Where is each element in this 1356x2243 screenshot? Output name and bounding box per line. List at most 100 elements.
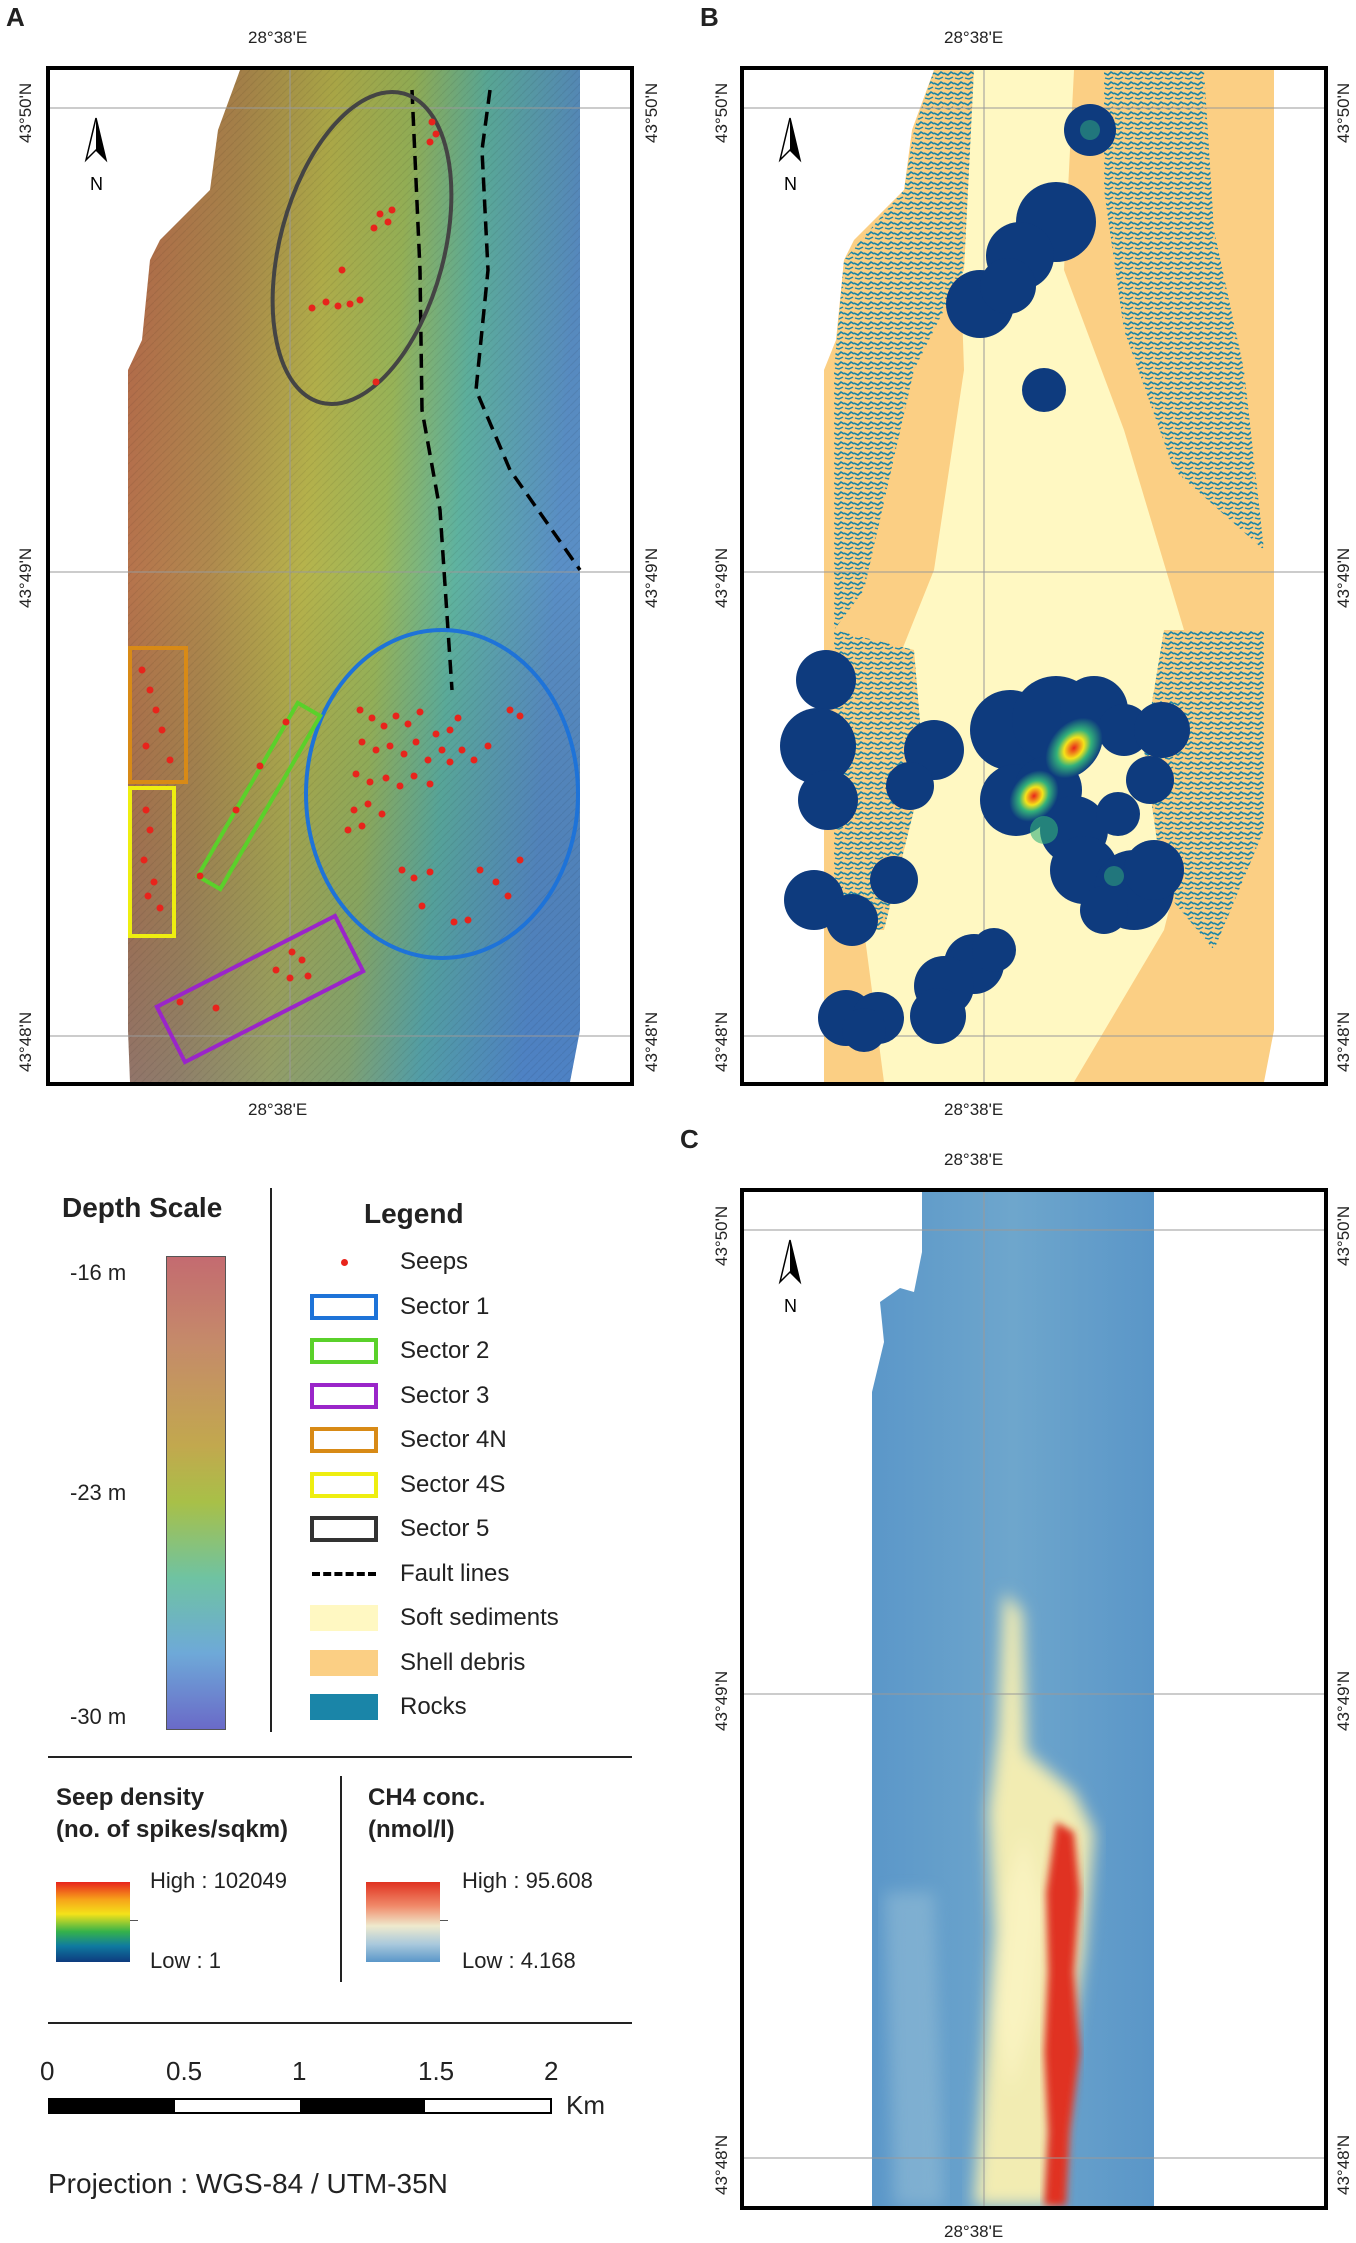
legend-item-seeps: Seeps [310,1244,468,1280]
legend-item-sector-1: Sector 1 [310,1289,489,1325]
legend-swatch [310,1561,378,1587]
seep-density-tick [130,1920,138,1921]
depth-scale-title: Depth Scale [62,1192,223,1223]
panel-a-lat-right-50: 43°50'N [642,82,661,143]
panel-b-lat-left-50: 43°50'N [712,82,731,143]
panel-b-letter: B [700,2,719,32]
legend-swatch [310,1338,378,1364]
legend-item-label: Sector 4S [400,1470,506,1498]
panel-c-map: N [740,1188,1328,2210]
north-arrow-icon [778,117,802,163]
ch4-ramp [366,1882,440,1962]
ch4-title-line2: (nmol/l) [368,1816,455,1843]
north-arrow-icon [778,1239,802,1285]
legend-item-sector-3: Sector 3 [310,1378,489,1414]
legend-divider-horizontal-1 [48,1756,632,1758]
legend-item-sector-5: Sector 5 [310,1511,489,1547]
seep-density-title: Seep density (no. of spikes/sqkm) [56,1782,288,1846]
panel-a-map: N [46,66,634,1086]
legend-item-label: Fault lines [400,1559,510,1587]
legend-item-soft-sediments: Soft sediments [310,1600,559,1636]
legend-swatch [310,1249,378,1275]
ch4-low: Low : 4.168 [462,1948,576,1973]
legend-item-shell-debris: Shell debris [310,1645,525,1681]
projection-label: Projection : WGS-84 / UTM-35N [48,2168,448,2199]
legend-item-label: Sector 3 [400,1381,490,1409]
ch4-title-line1: CH4 conc. [368,1784,486,1811]
panel-b-lat-right-50: 43°50'N [1334,82,1353,143]
panel-b-lat-right-48: 43°48'N [1334,1011,1353,1072]
ch4-tick [440,1920,448,1921]
scale-tick-label: 2 [544,2056,559,2086]
legend-item-label: Sector 4N [400,1426,507,1453]
scale-unit: Km [566,2090,605,2120]
panel-c-lat-left-49: 43°49'N [712,1670,731,1731]
legend-item-sector-4s: Sector 4S [310,1467,505,1503]
north-label: N [90,174,103,194]
legend-divider-vertical [270,1188,272,1732]
legend-item-label: Sector 1 [400,1292,490,1320]
panel-c-lat-left-50: 43°50'N [712,1205,731,1266]
legend-item-label: Soft sediments [400,1604,559,1631]
legend-swatch [310,1605,378,1631]
panel-c-lon-top: 28°38'E [944,1150,1004,1169]
legend-item-label: Rocks [400,1693,467,1720]
scale-tick-label: 1.5 [418,2056,455,2086]
legend-item-label: Sector 5 [400,1515,490,1542]
scale-tick-label: 1 [292,2056,307,2086]
panel-a-letter: A [6,2,25,32]
ch4-high: High : 95.608 [462,1868,593,1893]
panel-a-lat-left-50: 43°50'N [16,82,35,143]
legend-swatch [310,1516,378,1542]
depth-label-bottom: -30 m [70,1704,127,1729]
north-label-c: N [784,1296,797,1316]
seep-density-high: High : 102049 [150,1868,287,1893]
panel-b-map: N [740,66,1328,1086]
depth-label-mid: -23 m [70,1480,127,1505]
scale-tick-label: 0.5 [166,2056,203,2086]
seep-density-title-line2: (no. of spikes/sqkm) [56,1816,289,1843]
panel-b-lat-right-49: 43°49'N [1334,547,1353,608]
legend-item-sector-2: Sector 2 [310,1333,489,1369]
legend-item-label: Seeps [400,1248,469,1275]
panel-a-lat-left-49: 43°49'N [16,547,35,608]
north-label-b: N [784,174,797,194]
legend-item-sector-4n: Sector 4N [310,1422,507,1458]
panel-a-lat-right-48: 43°48'N [642,1011,661,1072]
legend-item-label: Sector 2 [400,1337,490,1364]
panel-b-lat-left-48: 43°48'N [712,1011,731,1072]
seep-density-low: Low : 1 [150,1948,221,1973]
panel-a-lon-top: 28°38'E [248,28,308,47]
panel-b-lat-left-49: 43°49'N [712,547,731,608]
panel-c-lat-right-48: 43°48'N [1334,2134,1353,2195]
legend-title: Legend [364,1198,464,1229]
legend-item-fault-lines: Fault lines [310,1556,509,1592]
panel-c-lat-left-48: 43°48'N [712,2134,731,2195]
panel-a-lat-left-48: 43°48'N [16,1011,35,1072]
ch4-title: CH4 conc. (nmol/l) [368,1782,485,1846]
legend-item-label: Shell debris [400,1648,526,1676]
seep-points [138,118,524,1012]
scale-bar-graphic [48,2098,552,2114]
panel-a-lat-right-49: 43°49'N [642,547,661,608]
scale-bar-tick-labels: 0 0.5 1 1.5 2 [0,2056,700,2086]
seep-density-map: N [744,70,1324,1082]
seep-density-title-line1: Seep density [56,1784,205,1811]
density-blobs [780,104,1190,1052]
legend-swatch [310,1382,378,1409]
ch4-hotspot [1044,1822,1080,2206]
seep-density-ramp [56,1882,130,1962]
north-arrow-icon [84,117,108,163]
legend-swatch [310,1427,378,1453]
legend-divider-vertical-2 [340,1776,342,1982]
panel-c-letter: C [680,1124,699,1154]
legend-swatch [310,1694,378,1720]
depth-label-top: -16 m [70,1260,127,1285]
legend-item-rocks: Rocks [310,1689,467,1725]
panel-c-lat-right-49: 43°49'N [1334,1670,1353,1731]
panel-c-lat-right-50: 43°50'N [1334,1205,1353,1266]
density-hotspots [1009,120,1124,886]
bathymetry-map: N [50,70,630,1082]
legend-swatch [310,1471,378,1498]
legend-divider-horizontal-2 [48,2022,632,2024]
